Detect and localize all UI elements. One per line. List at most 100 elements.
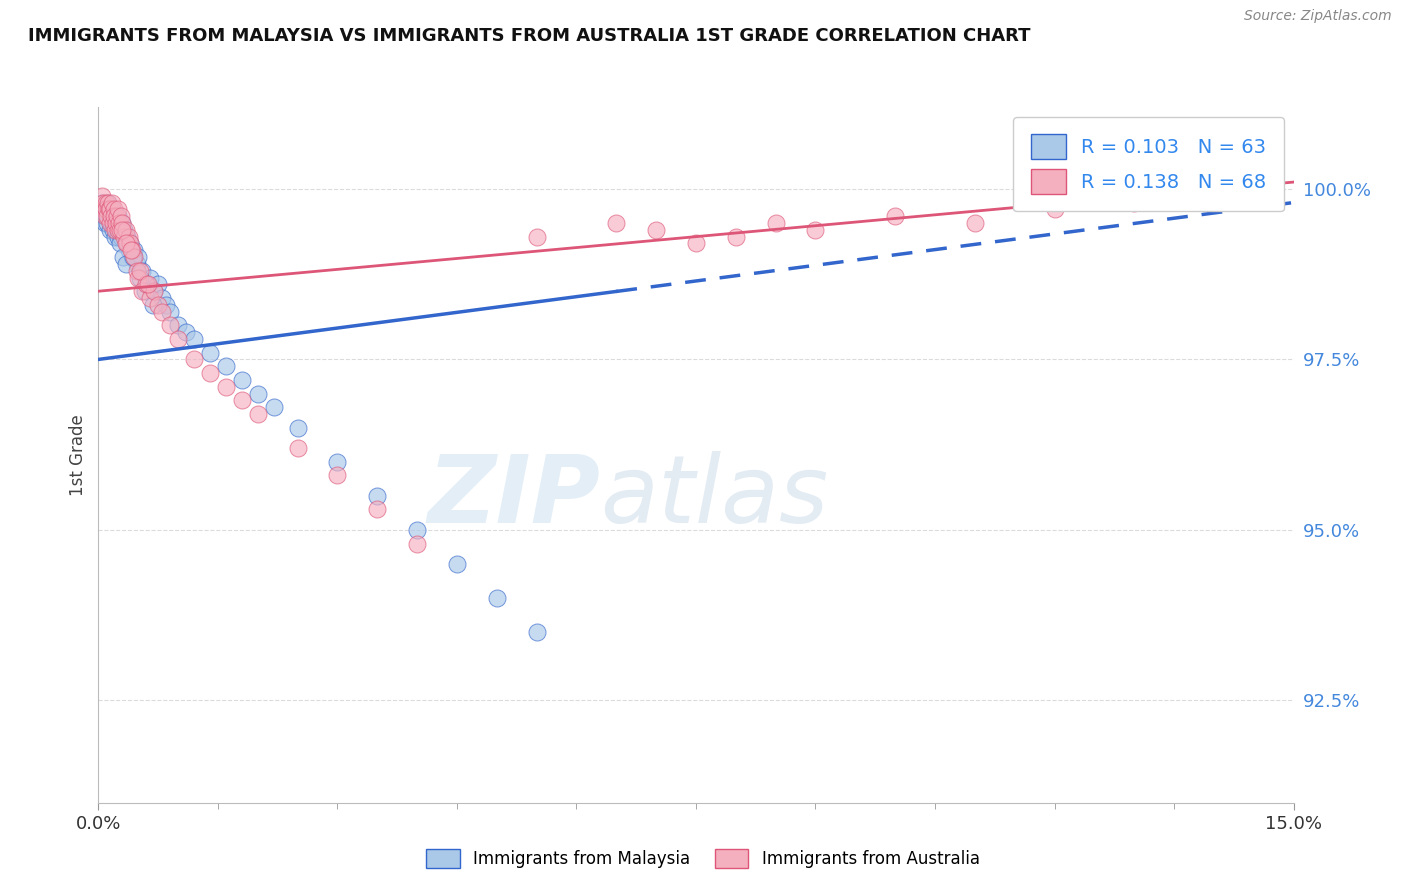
Point [114, 236, 136, 251]
Point [135, 277, 157, 292]
Point [101, 202, 124, 217]
Point [120, 236, 142, 251]
Point [765, 216, 787, 230]
Point [121, 244, 143, 258]
Point [167, 332, 190, 346]
Point [136, 277, 159, 292]
Text: IMMIGRANTS FROM MALAYSIA VS IMMIGRANTS FROM AUSTRALIA 1ST GRADE CORRELATION CHAR: IMMIGRANTS FROM MALAYSIA VS IMMIGRANTS F… [28, 27, 1031, 45]
Point [150, 291, 173, 305]
Point [115, 236, 138, 251]
Point [98, 202, 122, 217]
Point [326, 455, 349, 469]
Point [103, 209, 125, 223]
Point [406, 536, 429, 550]
Point [645, 223, 668, 237]
Point [98, 216, 121, 230]
Point [112, 223, 135, 237]
Point [118, 244, 141, 258]
Point [98, 209, 122, 223]
Point [101, 216, 124, 230]
Point [101, 223, 124, 237]
Point [104, 223, 127, 237]
Point [93, 202, 115, 217]
Point [263, 400, 285, 414]
Point [366, 489, 388, 503]
Point [111, 216, 134, 230]
Point [96, 209, 118, 223]
Point [485, 591, 508, 606]
Point [125, 257, 148, 271]
Point [155, 298, 177, 312]
Point [108, 223, 131, 237]
Point [115, 257, 138, 271]
Point [94, 216, 117, 230]
Point [366, 502, 388, 516]
Point [215, 359, 238, 374]
Point [107, 223, 129, 237]
Point [94, 195, 117, 210]
Point [128, 270, 150, 285]
Text: ZIP: ZIP [427, 450, 600, 542]
Point [326, 468, 349, 483]
Point [159, 318, 181, 333]
Point [198, 345, 221, 359]
Point [108, 223, 131, 237]
Point [143, 284, 166, 298]
Point [93, 209, 115, 223]
Point [108, 216, 131, 230]
Point [110, 229, 132, 244]
Point [143, 284, 166, 298]
Point [148, 277, 170, 292]
Point [97, 195, 120, 210]
Point [884, 209, 907, 223]
Point [105, 209, 128, 223]
Point [107, 229, 129, 244]
Point [139, 291, 162, 305]
Point [96, 209, 118, 223]
Point [231, 373, 253, 387]
Point [287, 420, 309, 434]
Point [94, 209, 117, 223]
Point [122, 250, 145, 264]
Point [724, 229, 747, 244]
Point [107, 202, 129, 217]
Point [105, 216, 128, 230]
Point [246, 407, 269, 421]
Point [287, 441, 309, 455]
Legend: Immigrants from Malaysia, Immigrants from Australia: Immigrants from Malaysia, Immigrants fro… [419, 842, 987, 875]
Point [128, 264, 150, 278]
Point [96, 216, 118, 230]
Point [120, 236, 142, 251]
Point [1202, 188, 1225, 202]
Point [127, 270, 149, 285]
Point [526, 625, 548, 640]
Point [246, 386, 269, 401]
Point [110, 223, 132, 237]
Point [446, 557, 468, 571]
Point [135, 277, 157, 292]
Point [134, 284, 156, 298]
Point [125, 264, 148, 278]
Point [100, 209, 122, 223]
Point [98, 223, 121, 237]
Point [107, 209, 129, 223]
Point [112, 229, 135, 244]
Point [127, 250, 149, 264]
Point [1043, 202, 1066, 217]
Point [96, 202, 118, 217]
Point [142, 298, 165, 312]
Legend: R = 0.103   N = 63, R = 0.138   N = 68: R = 0.103 N = 63, R = 0.138 N = 68 [1014, 117, 1284, 211]
Point [148, 298, 170, 312]
Point [120, 244, 142, 258]
Y-axis label: 1st Grade: 1st Grade [69, 414, 87, 496]
Point [804, 223, 827, 237]
Point [103, 202, 125, 217]
Point [121, 250, 143, 264]
Point [97, 195, 120, 210]
Point [111, 216, 134, 230]
Point [150, 304, 173, 318]
Point [124, 244, 146, 258]
Point [215, 380, 238, 394]
Point [139, 270, 162, 285]
Point [97, 202, 120, 217]
